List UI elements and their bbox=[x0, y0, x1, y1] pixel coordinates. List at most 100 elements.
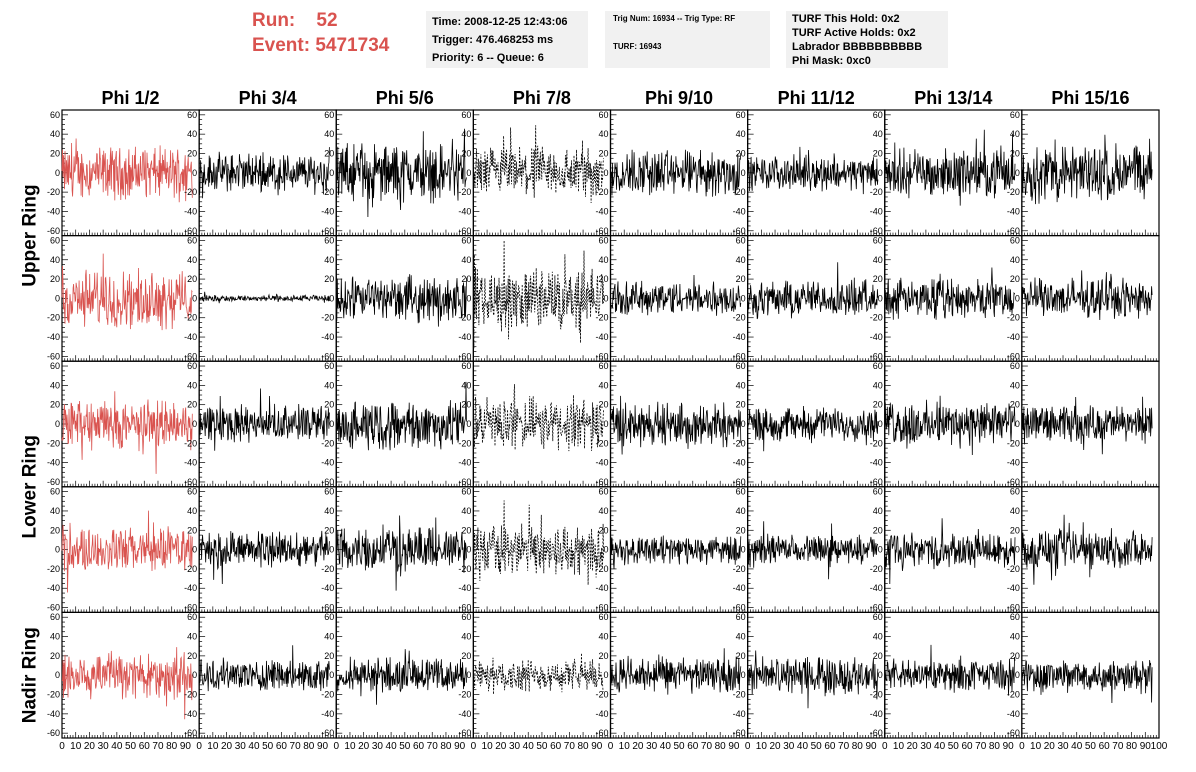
y-tick-label: 60 bbox=[324, 361, 334, 371]
y-tick-label: 40 bbox=[1010, 380, 1020, 390]
x-tick-label: 90 bbox=[728, 741, 740, 752]
y-tick-label: -40 bbox=[1007, 332, 1020, 342]
y-tick-label: 0 bbox=[741, 168, 746, 178]
y-tick-label: -40 bbox=[1007, 709, 1020, 719]
x-tick-label: 40 bbox=[248, 741, 260, 752]
waveform-trace bbox=[473, 500, 604, 585]
y-tick-label: -20 bbox=[47, 313, 60, 323]
y-tick-label: -20 bbox=[595, 438, 608, 448]
y-tick-label: 0 bbox=[329, 419, 334, 429]
y-tick-label: 60 bbox=[736, 487, 746, 497]
y-tick-label: 60 bbox=[873, 612, 883, 622]
y-tick-label: 60 bbox=[461, 235, 471, 245]
x-tick-label: 90 bbox=[865, 741, 877, 752]
y-tick-label: -20 bbox=[1007, 313, 1020, 323]
y-tick-label: 0 bbox=[741, 670, 746, 680]
y-tick-label: 0 bbox=[192, 670, 197, 680]
y-tick-label: -20 bbox=[733, 438, 746, 448]
y-tick-label: -20 bbox=[321, 438, 334, 448]
y-tick-label: -60 bbox=[733, 728, 746, 738]
waveform-trace bbox=[61, 391, 193, 474]
y-tick-label: 60 bbox=[598, 110, 608, 120]
x-tick-label: 10 bbox=[619, 741, 631, 752]
y-tick-label: 60 bbox=[187, 110, 197, 120]
y-tick-label: -60 bbox=[321, 351, 334, 361]
y-tick-label: 20 bbox=[461, 148, 471, 158]
y-tick-label: 20 bbox=[736, 525, 746, 535]
y-tick-label: -60 bbox=[870, 226, 883, 236]
column-header: Phi 11/12 bbox=[778, 88, 855, 108]
y-tick-label: 60 bbox=[324, 612, 334, 622]
x-tick-label: 40 bbox=[523, 741, 535, 752]
y-tick-label: 60 bbox=[461, 361, 471, 371]
priority-text: Priority: 6 -- Queue: 6 bbox=[432, 52, 544, 64]
y-tick-label: -40 bbox=[870, 583, 883, 593]
y-tick-label: 0 bbox=[878, 419, 883, 429]
y-tick-label: 40 bbox=[461, 506, 471, 516]
y-tick-label: 40 bbox=[736, 506, 746, 516]
y-tick-label: -40 bbox=[733, 583, 746, 593]
x-tick-label: 90 bbox=[1140, 741, 1152, 752]
y-tick-label: -60 bbox=[47, 603, 60, 613]
run-info: Run: 52 Event: 5471734 bbox=[252, 8, 427, 58]
y-tick-label: 20 bbox=[873, 148, 883, 158]
y-tick-label: 40 bbox=[50, 632, 60, 642]
y-tick-label: 20 bbox=[187, 525, 197, 535]
y-tick-label: -60 bbox=[47, 351, 60, 361]
waveform-trace bbox=[198, 291, 330, 304]
waveform-trace bbox=[1021, 659, 1153, 704]
column-header: Phi 9/10 bbox=[645, 88, 713, 108]
y-tick-label: -40 bbox=[321, 709, 334, 719]
y-tick-label: 60 bbox=[736, 612, 746, 622]
column-header: Phi 5/6 bbox=[376, 88, 434, 108]
y-tick-label: -40 bbox=[184, 583, 197, 593]
x-tick-label: 50 bbox=[948, 741, 960, 752]
y-tick-label: 20 bbox=[736, 400, 746, 410]
y-tick-label: -20 bbox=[595, 313, 608, 323]
y-tick-label: -60 bbox=[1007, 477, 1020, 487]
y-tick-label: -20 bbox=[595, 690, 608, 700]
y-tick-label: -40 bbox=[47, 709, 60, 719]
waveform-trace bbox=[198, 388, 330, 451]
x-tick-label: 10 bbox=[70, 741, 82, 752]
y-tick-label: 20 bbox=[461, 274, 471, 284]
event-label: Event: bbox=[252, 35, 311, 56]
y-tick-label: -40 bbox=[595, 332, 608, 342]
y-tick-label: -20 bbox=[184, 564, 197, 574]
y-tick-label: 20 bbox=[50, 651, 60, 661]
y-tick-label: 20 bbox=[736, 148, 746, 158]
y-tick-label: -60 bbox=[47, 728, 60, 738]
y-tick-label: 60 bbox=[873, 487, 883, 497]
y-tick-label: 40 bbox=[187, 380, 197, 390]
y-tick-label: 0 bbox=[878, 545, 883, 555]
y-tick-label: 20 bbox=[50, 274, 60, 284]
y-tick-label: 60 bbox=[324, 110, 334, 120]
x-tick-label: 30 bbox=[1057, 741, 1069, 752]
y-tick-label: 60 bbox=[1010, 612, 1020, 622]
x-tick-label: 10 bbox=[482, 741, 494, 752]
y-tick-label: 40 bbox=[324, 506, 334, 516]
y-tick-label: -20 bbox=[870, 187, 883, 197]
y-tick-label: -20 bbox=[184, 313, 197, 323]
y-tick-label: 60 bbox=[50, 612, 60, 622]
y-tick-label: 40 bbox=[873, 380, 883, 390]
x-tick-label: 10 bbox=[344, 741, 356, 752]
y-tick-label: 0 bbox=[603, 293, 608, 303]
y-tick-label: -20 bbox=[870, 313, 883, 323]
y-tick-label: -60 bbox=[870, 351, 883, 361]
y-tick-label: 0 bbox=[1015, 419, 1020, 429]
x-tick-label: 40 bbox=[934, 741, 946, 752]
panel-frame bbox=[1021, 611, 1160, 739]
y-tick-label: 40 bbox=[736, 255, 746, 265]
waveform-trace bbox=[61, 647, 193, 720]
y-tick-label: 20 bbox=[1010, 525, 1020, 535]
y-tick-label: 60 bbox=[736, 235, 746, 245]
y-tick-label: -60 bbox=[184, 477, 197, 487]
y-tick-label: -20 bbox=[1007, 187, 1020, 197]
x-tick-label: 10 bbox=[756, 741, 768, 752]
y-tick-label: -40 bbox=[458, 458, 471, 468]
y-tick-label: -20 bbox=[1007, 564, 1020, 574]
y-tick-label: -40 bbox=[47, 206, 60, 216]
y-tick-label: -60 bbox=[595, 603, 608, 613]
y-tick-label: 0 bbox=[1015, 293, 1020, 303]
